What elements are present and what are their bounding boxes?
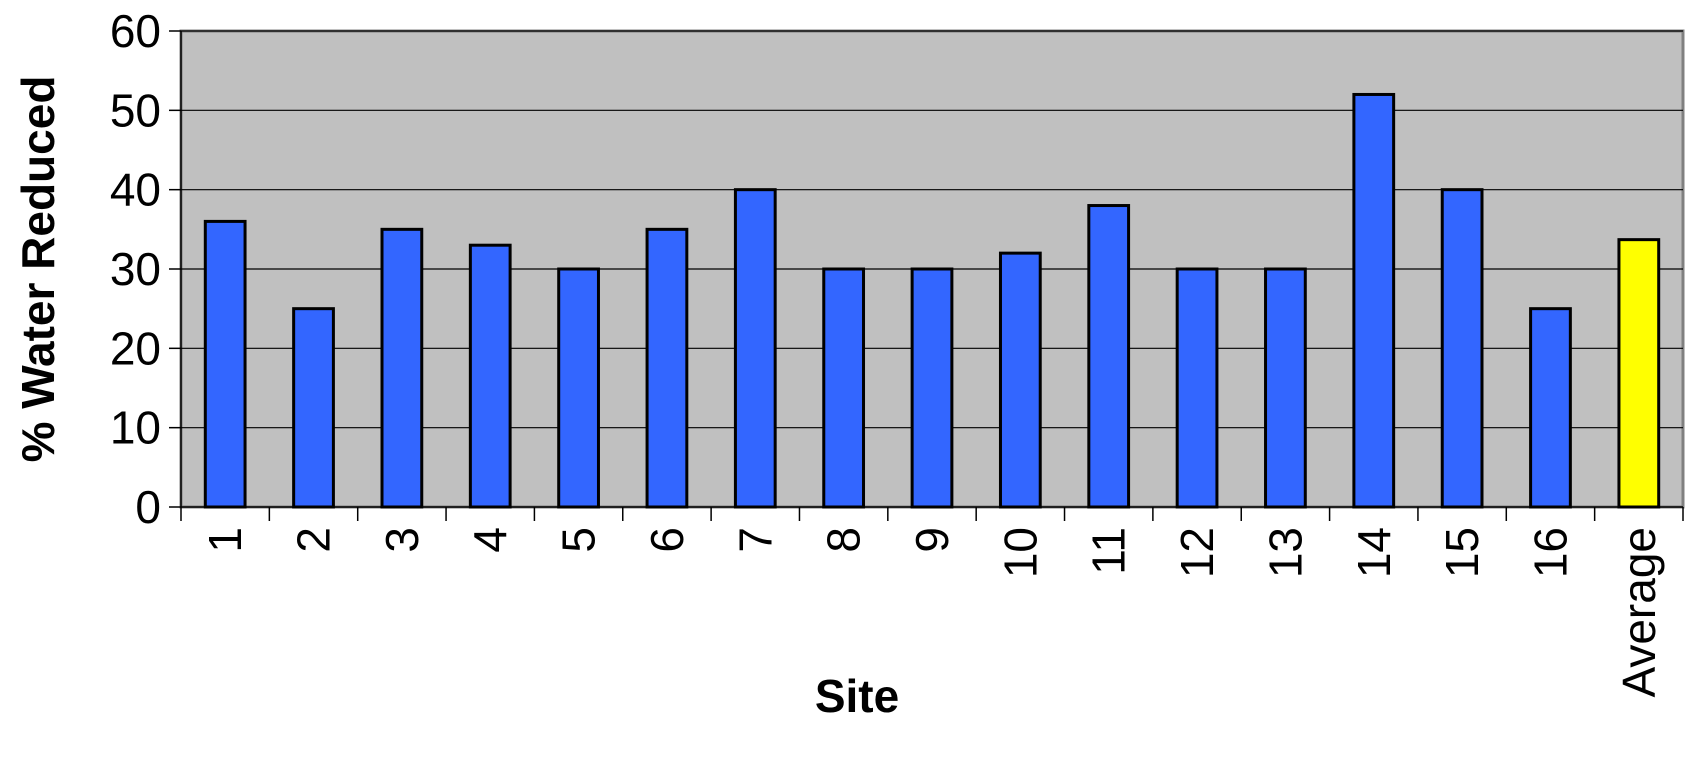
bar-site-3: [380, 227, 424, 509]
y-tick-label: 10: [110, 402, 161, 454]
x-tick-labels: 1 2 3 4 5 6 7 8 9 10 11 12 13 14 15 16 Average: [199, 527, 1665, 698]
x-tick-label: 5: [553, 527, 605, 553]
x-tick-label: 14: [1348, 527, 1400, 578]
bar-site-15: [1440, 188, 1484, 509]
x-tick-label: Average: [1613, 527, 1665, 698]
bar-site-8: [822, 267, 866, 509]
x-tick-label: 8: [818, 527, 870, 553]
x-tick-label: 9: [906, 527, 958, 553]
x-tick-label: 15: [1436, 527, 1488, 578]
y-tick-label: 60: [110, 5, 161, 57]
x-tick-label: 11: [1083, 527, 1135, 575]
gridlines: [181, 30, 1683, 429]
x-tick-label: 3: [376, 527, 428, 553]
bar-site-6: [645, 227, 689, 509]
y-tick-labels: 0 10 20 30 40 50 60: [110, 5, 161, 533]
axes: [169, 30, 1684, 521]
bar-site-1: [203, 219, 247, 509]
bar-site-14: [1352, 92, 1396, 509]
x-tick-label: 6: [641, 527, 693, 553]
bar-average: [1617, 238, 1661, 509]
bars: [203, 92, 1661, 509]
x-tick-label: 4: [464, 527, 516, 553]
bar-site-2: [292, 307, 335, 509]
x-tick-label: 16: [1524, 527, 1576, 578]
bar-site-7: [733, 188, 777, 509]
bar-site-10: [998, 251, 1042, 509]
y-tick-label: 50: [110, 84, 161, 136]
bar-site-9: [910, 267, 954, 509]
bar-site-5: [557, 267, 600, 509]
x-tick-label: 10: [994, 527, 1046, 578]
y-tick-label: 20: [110, 322, 161, 374]
y-tick-label: 30: [110, 243, 161, 295]
bar-site-11: [1087, 204, 1131, 509]
bar-site-4: [468, 243, 512, 509]
bar-site-12: [1175, 267, 1219, 509]
bar-site-13: [1264, 267, 1307, 509]
bar-site-16: [1529, 307, 1572, 509]
x-tick-label: 1: [199, 527, 251, 553]
x-tick-label: 12: [1171, 527, 1223, 578]
x-tick-label: 13: [1259, 527, 1311, 578]
x-tick-label: 2: [288, 527, 340, 553]
x-tick-label: 7: [729, 527, 781, 553]
y-axis-title: % Water Reduced: [12, 76, 64, 463]
y-tick-label: 40: [110, 164, 161, 216]
x-axis-title: Site: [815, 670, 899, 722]
y-tick-label: 0: [135, 481, 161, 533]
